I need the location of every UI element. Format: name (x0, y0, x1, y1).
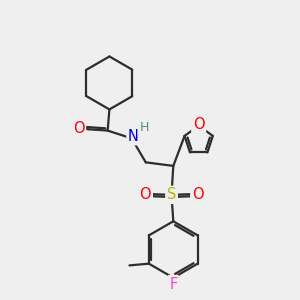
Text: F: F (169, 277, 177, 292)
Text: N: N (128, 129, 139, 144)
Text: O: O (140, 187, 151, 202)
Text: O: O (193, 117, 205, 132)
Text: O: O (192, 187, 203, 202)
Text: H: H (139, 121, 149, 134)
Text: S: S (167, 187, 176, 202)
Text: O: O (73, 121, 85, 136)
